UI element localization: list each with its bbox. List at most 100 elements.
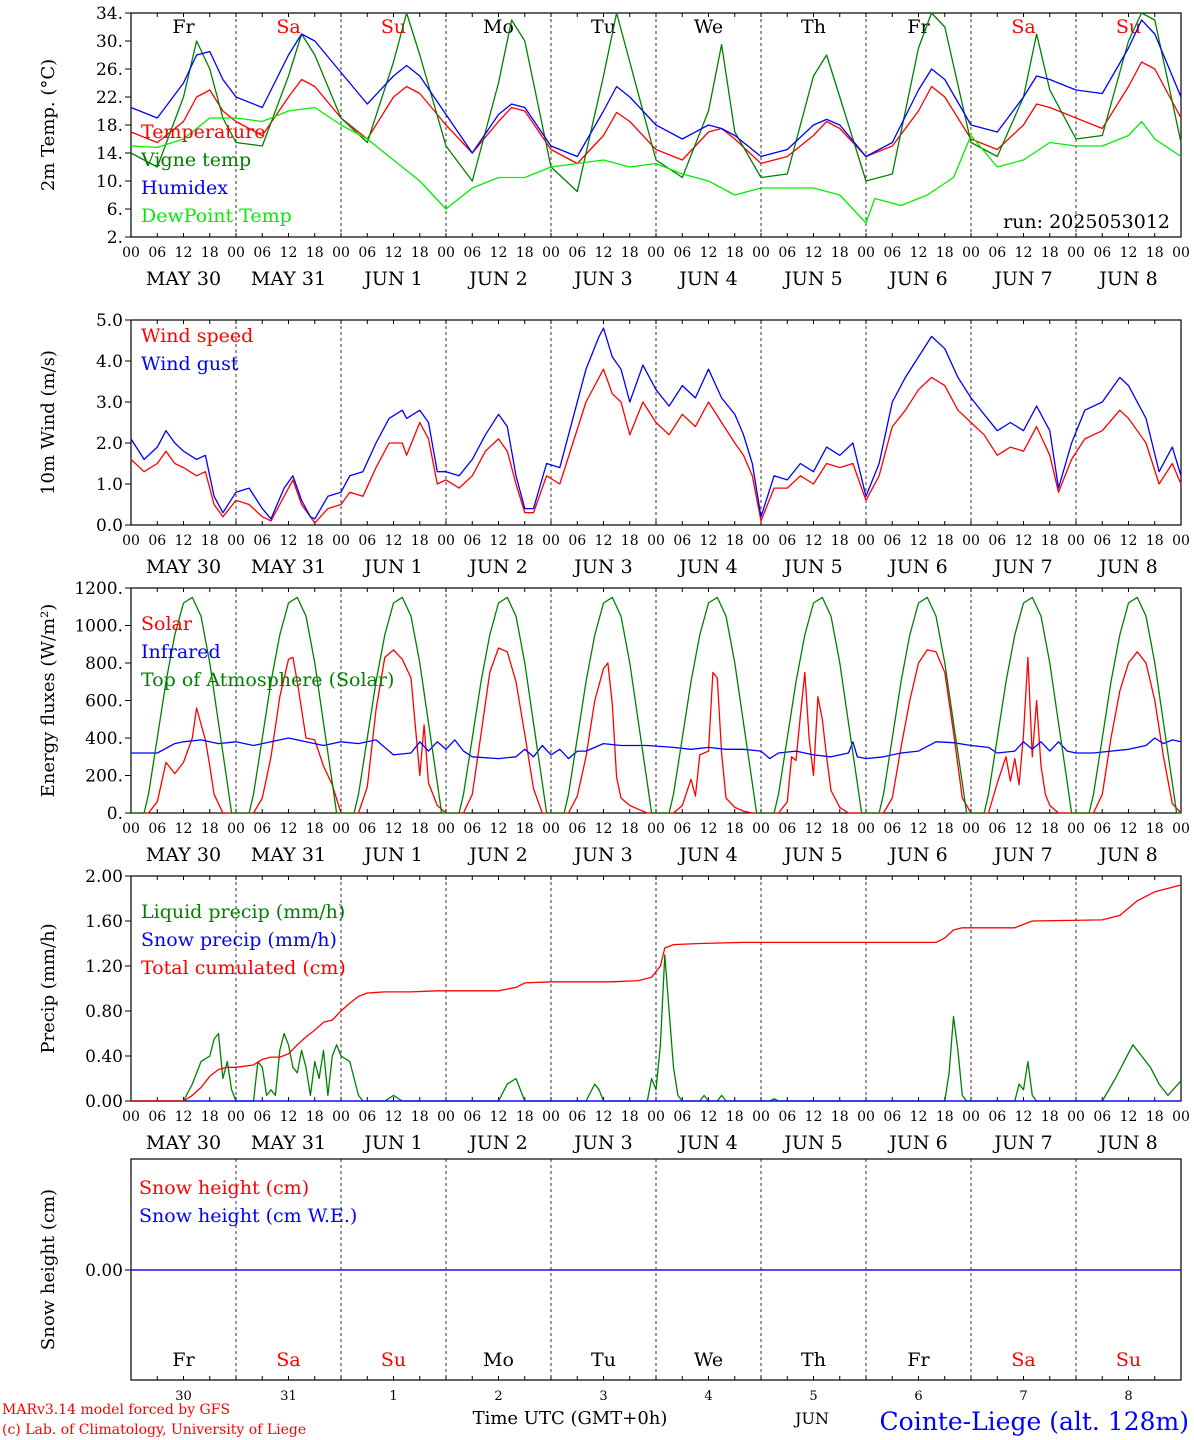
y-tick-label: 800. bbox=[85, 654, 123, 674]
y-tick-label: 400. bbox=[85, 729, 123, 749]
hour-tick-label: 18 bbox=[936, 533, 954, 549]
hour-tick-label: 12 bbox=[595, 1109, 613, 1125]
hour-tick-label: 00 bbox=[752, 821, 770, 837]
hour-tick-label: 18 bbox=[1146, 533, 1164, 549]
hour-tick-label: 00 bbox=[332, 245, 350, 261]
weekday-label: Mo bbox=[483, 1349, 514, 1371]
series-line-temperature bbox=[130, 61, 1182, 165]
hour-tick-label: 00 bbox=[437, 245, 455, 261]
weekday-label: Sa bbox=[276, 1349, 300, 1371]
date-label: JUN 3 bbox=[572, 1132, 632, 1154]
legend-entry: Snow height (cm W.E.) bbox=[139, 1205, 357, 1227]
y-tick-label: 0.00 bbox=[85, 1261, 123, 1281]
date-label: JUN 2 bbox=[467, 268, 527, 290]
hour-tick-label: 06 bbox=[1093, 245, 1111, 261]
y-axis-label: Precip (mm/h) bbox=[38, 923, 59, 1053]
hour-tick-label: 18 bbox=[306, 533, 324, 549]
legend-entry: Total cumulated (cm) bbox=[141, 957, 346, 979]
hour-tick-label: 00 bbox=[1067, 245, 1085, 261]
hour-tick-label: 00 bbox=[332, 821, 350, 837]
hour-tick-label: 18 bbox=[936, 821, 954, 837]
hour-tick-label: 00 bbox=[437, 1109, 455, 1125]
hour-tick-label: 12 bbox=[280, 245, 298, 261]
weekday-label: Su bbox=[1116, 16, 1141, 38]
y-tick-label: 30. bbox=[96, 32, 123, 52]
hour-tick-label: 06 bbox=[148, 533, 166, 549]
y-tick-label: 1.20 bbox=[85, 957, 123, 977]
hour-tick-label: 00 bbox=[1172, 245, 1190, 261]
hour-tick-label: 18 bbox=[516, 821, 534, 837]
hour-tick-label: 00 bbox=[122, 1109, 140, 1125]
series-line-infrared bbox=[131, 737, 1182, 760]
hour-tick-label: 06 bbox=[358, 1109, 376, 1125]
date-label: JUN 6 bbox=[887, 268, 947, 290]
date-label: JUN 3 bbox=[572, 268, 632, 290]
hour-tick-label: 12 bbox=[280, 1109, 298, 1125]
date-label: JUN 7 bbox=[992, 844, 1052, 866]
hour-tick-label: 18 bbox=[516, 245, 534, 261]
hour-tick-label: 18 bbox=[201, 533, 219, 549]
hour-tick-label: 12 bbox=[805, 1109, 823, 1125]
hour-tick-label: 18 bbox=[1041, 533, 1059, 549]
hour-tick-label: 00 bbox=[437, 821, 455, 837]
hour-tick-label: 12 bbox=[1015, 533, 1033, 549]
y-tick-label: 10. bbox=[96, 172, 123, 192]
date-label: JUN 4 bbox=[677, 844, 737, 866]
date-label: MAY 30 bbox=[146, 556, 221, 578]
date-label: MAY 31 bbox=[251, 268, 326, 290]
hour-tick-label: 00 bbox=[962, 533, 980, 549]
hour-tick-label: 00 bbox=[1067, 533, 1085, 549]
y-tick-label: 0. bbox=[107, 804, 123, 824]
hour-tick-label: 06 bbox=[673, 1109, 691, 1125]
date-label: JUN 4 bbox=[677, 556, 737, 578]
panel-precip: 2.00 1.60 1.20 0.80 0.40 0.00 Precip (mm/h) 00 0… bbox=[38, 867, 1190, 1154]
hour-tick-label: 06 bbox=[253, 533, 271, 549]
date-label: JUN 4 bbox=[677, 1132, 737, 1154]
hour-tick-label: 18 bbox=[201, 1109, 219, 1125]
hour-tick-label: 00 bbox=[1067, 1109, 1085, 1125]
day-number-label: 7 bbox=[1019, 1389, 1027, 1404]
hour-tick-label: 06 bbox=[253, 821, 271, 837]
date-label: JUN 8 bbox=[1097, 1132, 1157, 1154]
y-tick-label: 5.0 bbox=[96, 311, 123, 331]
hour-tick-label: 00 bbox=[857, 821, 875, 837]
time-axis-label: Time UTC (GMT+0h) bbox=[473, 1408, 668, 1429]
hour-tick-label: 06 bbox=[673, 821, 691, 837]
hour-tick-label: 12 bbox=[910, 821, 928, 837]
hour-tick-label: 12 bbox=[805, 821, 823, 837]
weekday-label: Tu bbox=[591, 16, 616, 38]
weekday-label: Mo bbox=[483, 16, 514, 38]
date-label: MAY 30 bbox=[146, 844, 221, 866]
hour-tick-label: 18 bbox=[516, 533, 534, 549]
run-label: run: 2025053012 bbox=[1003, 211, 1170, 233]
y-tick-label: 3.0 bbox=[96, 393, 123, 413]
date-label: JUN 1 bbox=[362, 844, 422, 866]
hour-tick-label: 00 bbox=[752, 533, 770, 549]
y-axis-label: Energy fluxes (W/m²) bbox=[38, 604, 59, 798]
hour-tick-label: 18 bbox=[621, 1109, 639, 1125]
hour-tick-label: 06 bbox=[148, 245, 166, 261]
hour-tick-label: 06 bbox=[988, 245, 1006, 261]
legend-entry: Snow precip (mm/h) bbox=[141, 929, 337, 951]
date-label: MAY 30 bbox=[146, 1132, 221, 1154]
y-tick-label: 0.0 bbox=[96, 516, 123, 536]
hour-tick-label: 12 bbox=[490, 1109, 508, 1125]
hour-tick-label: 06 bbox=[463, 821, 481, 837]
weekday-label: We bbox=[694, 16, 723, 38]
date-label: JUN 6 bbox=[887, 844, 947, 866]
y-tick-label: 2.00 bbox=[85, 867, 123, 887]
weekday-label: Fr bbox=[907, 1349, 930, 1371]
date-label: JUN 8 bbox=[1097, 556, 1157, 578]
credit-model: MARv3.14 model forced by GFS bbox=[2, 1402, 230, 1418]
date-label: JUN 2 bbox=[467, 1132, 527, 1154]
hour-tick-label: 12 bbox=[700, 821, 718, 837]
hour-tick-label: 12 bbox=[1120, 821, 1138, 837]
hour-tick-label: 00 bbox=[542, 821, 560, 837]
hour-tick-label: 12 bbox=[175, 533, 193, 549]
legend-entry: Infrared bbox=[141, 641, 221, 663]
hour-tick-label: 12 bbox=[910, 245, 928, 261]
day-number-label: 5 bbox=[809, 1389, 817, 1404]
hour-tick-label: 00 bbox=[647, 821, 665, 837]
legend-entry: Snow height (cm) bbox=[139, 1177, 309, 1199]
hour-tick-label: 18 bbox=[726, 821, 744, 837]
